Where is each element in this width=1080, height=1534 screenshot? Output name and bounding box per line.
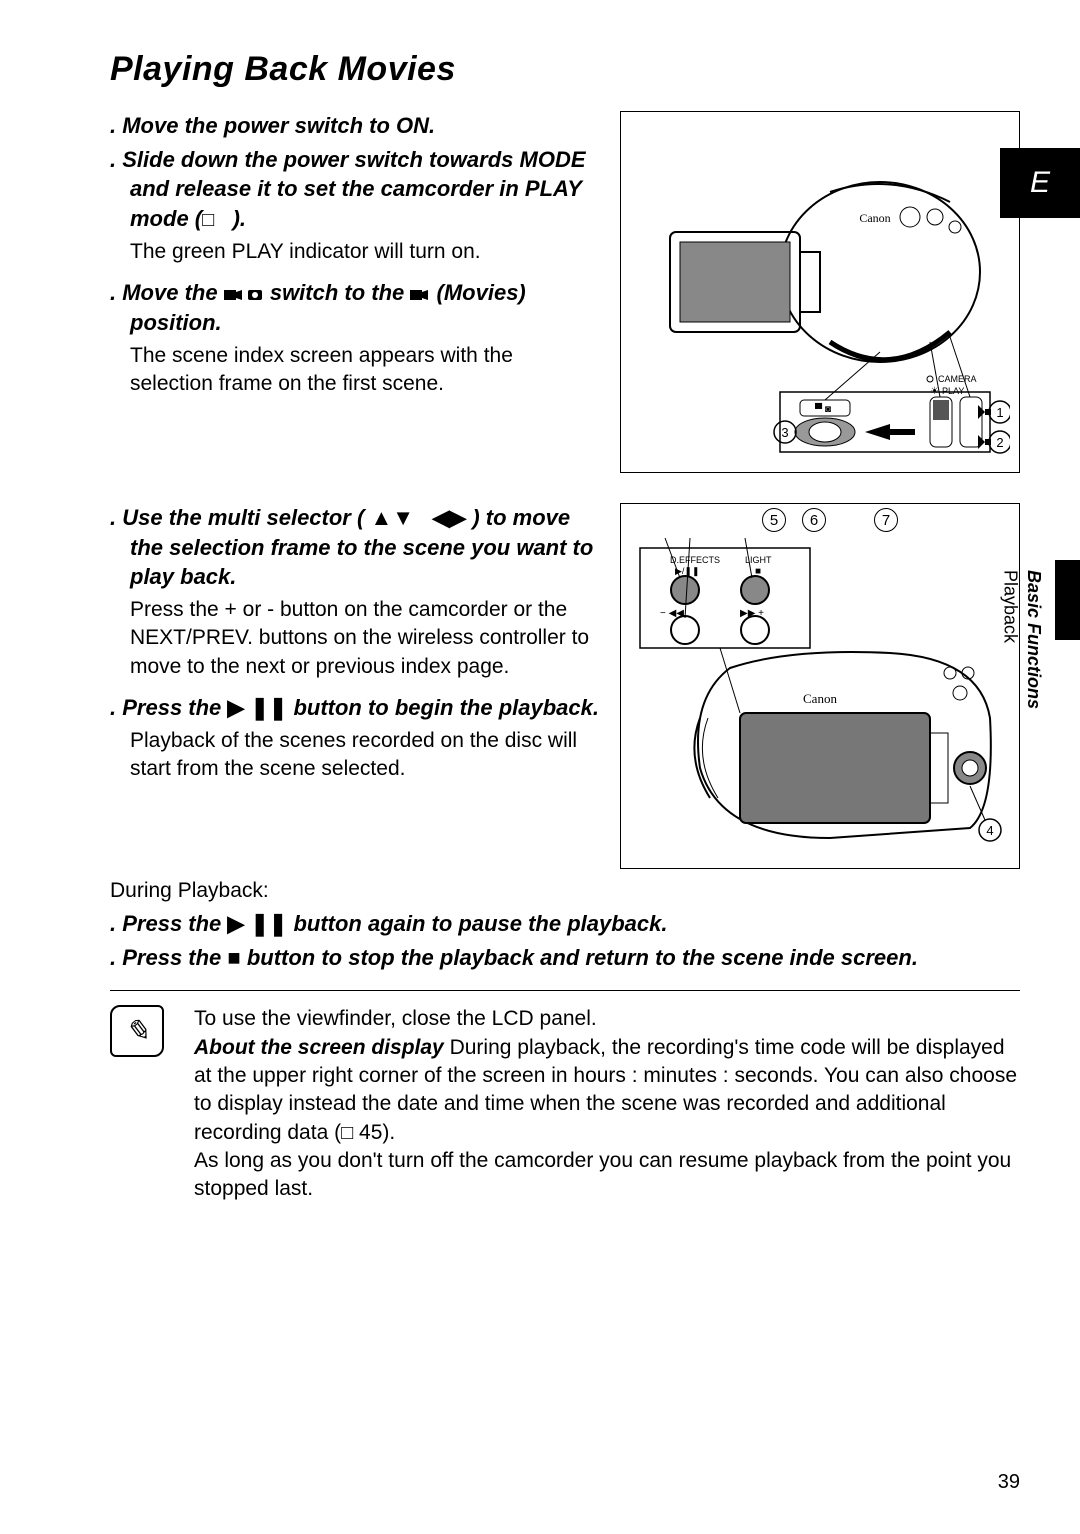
page-title: Playing Back Movies <box>110 50 1020 89</box>
svg-text:▀ ◙: ▀ ◙ <box>815 402 831 415</box>
step-4: . Use the multi selector ( ▲▼ ◀▶ ) to mo… <box>110 503 600 592</box>
step-3: . Move the switch to the (Movies) positi… <box>110 278 600 337</box>
note-block: ✎ To use the viewfinder, close the LCD p… <box>110 1005 1020 1203</box>
svg-text:CAMERA: CAMERA <box>938 374 977 384</box>
step-4-note: Press the + or - button on the camcorder… <box>110 596 600 681</box>
side-bar <box>1055 560 1080 640</box>
book-icon <box>341 1121 353 1144</box>
during-playback-label: During Playback: <box>110 879 1020 903</box>
page-number: 39 <box>998 1471 1020 1494</box>
movie-camera-icon <box>224 287 264 303</box>
svg-text:☀: ☀ <box>930 386 939 397</box>
brand-label: Canon <box>859 211 890 225</box>
side-section-label: Basic Functions Playback <box>998 570 1045 709</box>
svg-text:1: 1 <box>996 405 1003 420</box>
steps-block-3: . Press the ▶ ❚❚ button again to pause t… <box>110 909 1020 972</box>
stop-icon: ■ <box>227 945 240 970</box>
step-3-note: The scene index screen appears with the … <box>110 342 600 399</box>
side-label-plain: Playback <box>1001 570 1021 643</box>
svg-text:PLAY: PLAY <box>942 386 964 396</box>
step-5: . Press the ▶ ❚❚ button to begin the pla… <box>110 693 600 723</box>
svg-text:D.EFFECTS: D.EFFECTS <box>670 555 720 565</box>
step-1: . Move the power switch to ON. <box>110 111 600 141</box>
step-2-note: The green PLAY indicator will turn on. <box>110 238 600 266</box>
callout-5: 5 <box>762 508 786 532</box>
svg-text:3: 3 <box>781 425 788 440</box>
note-line-1: To use the viewfinder, close the LCD pan… <box>194 1005 1020 1033</box>
callout-6: 6 <box>802 508 826 532</box>
note-icon: ✎ <box>110 1005 164 1057</box>
step-6: . Press the ▶ ❚❚ button again to pause t… <box>110 909 1020 939</box>
svg-text:Canon: Canon <box>803 691 837 706</box>
side-tab: E <box>1000 148 1080 218</box>
callout-7: 7 <box>874 508 898 532</box>
play-pause-icon: ▶ ❚❚ <box>227 911 287 936</box>
step-2: . Slide down the power switch towards MO… <box>110 145 600 234</box>
step-7: . Press the ■ button to stop the playbac… <box>110 943 1020 973</box>
book-icon <box>202 206 214 231</box>
selector-leftright-icon: ◀▶ <box>432 505 466 530</box>
diagram-2: 5 6 7 D.EFFECTS LIGHT ▶/❚❚ ■ − ◀◀ ▶▶ + <box>620 503 1020 869</box>
steps-block-2: . Use the multi selector ( ▲▼ ◀▶ ) to mo… <box>110 503 600 869</box>
svg-text:4: 4 <box>986 823 993 838</box>
note-line-3: As long as you don't turn off the camcor… <box>194 1147 1020 1204</box>
svg-text:2: 2 <box>996 435 1003 450</box>
selector-updown-icon: ▲▼ <box>370 505 414 530</box>
side-label-bold: Basic Functions <box>1024 570 1044 709</box>
divider <box>110 990 1020 991</box>
play-pause-icon: ▶ ❚❚ <box>227 695 287 720</box>
diagram-1: Canon ▀ ◙ CAMERA ☀ PLAY <box>620 111 1020 473</box>
step-5-note: Playback of the scenes recorded on the d… <box>110 727 600 784</box>
steps-block-1: . Move the power switch to ON. . Slide d… <box>110 111 600 473</box>
movie-icon <box>410 287 430 303</box>
note-line-2: About the screen display During playback… <box>194 1034 1020 1147</box>
